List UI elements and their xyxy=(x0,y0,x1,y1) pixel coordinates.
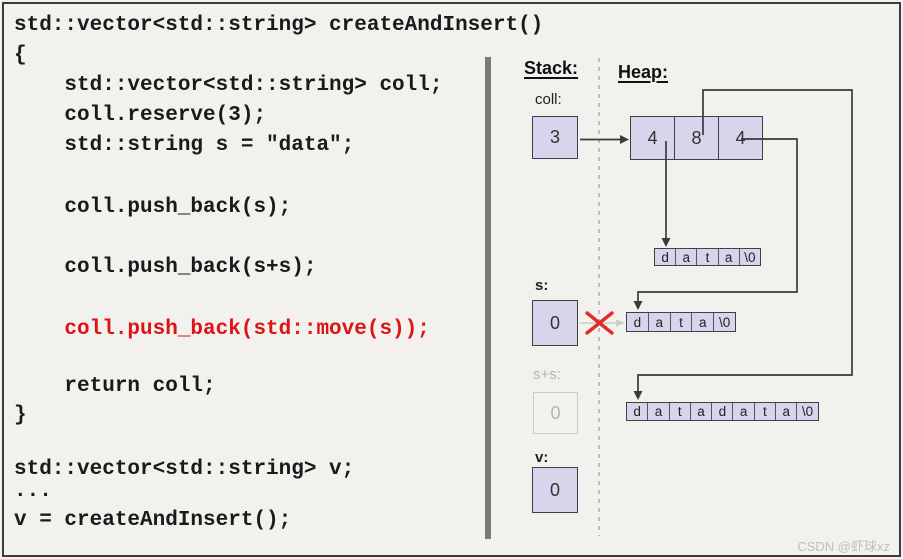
panel-divider-bar xyxy=(485,57,491,539)
ss-stack-box: 0 xyxy=(533,392,578,434)
heap-string-datadata: d a t a d a t a \0 xyxy=(626,402,819,421)
v-label: v: xyxy=(535,449,549,466)
elem1-to-string3-arrowhead xyxy=(633,391,643,400)
code-line-pushback-s: coll.push_back(s); xyxy=(14,196,292,219)
coll-to-vector-arrowhead xyxy=(620,135,629,144)
s-label: s: xyxy=(535,277,549,294)
ss-size-value: 0 xyxy=(550,402,561,423)
watermark-text: CSDN @虾球xz xyxy=(797,539,890,554)
char-cell: a xyxy=(775,403,796,420)
vector-elem1-size: 8 xyxy=(674,117,718,159)
code-line-assign-v: v = createAndInsert(); xyxy=(14,509,292,532)
char-cell: a xyxy=(647,403,668,420)
elem2-to-string2-line xyxy=(637,138,798,302)
code-line-decl-v: std::vector<std::string> v; xyxy=(14,458,355,481)
s-old-pointer-arrowhead xyxy=(616,319,625,327)
v-stack-box: 0 xyxy=(532,467,578,513)
coll-label: coll: xyxy=(535,91,562,108)
heap-string-data-2-moved: d a t a \0 xyxy=(626,312,736,332)
code-line-decl-coll: std::vector<std::string> coll; xyxy=(14,74,443,97)
heap-section-label: Heap: xyxy=(618,62,669,82)
stack-section-label: Stack: xyxy=(524,58,579,78)
char-cell: t xyxy=(669,313,692,331)
s-size-value: 0 xyxy=(549,312,560,333)
ss-label: s+s: xyxy=(533,366,561,383)
char-cell: \0 xyxy=(796,403,817,420)
code-line-ellipsis: ... xyxy=(14,480,52,503)
char-cell: a xyxy=(647,313,670,331)
char-cell: t xyxy=(696,249,717,265)
char-cell: a xyxy=(717,249,739,265)
char-cell: t xyxy=(753,403,775,420)
coll-stack-box: 3 xyxy=(532,116,578,159)
code-line-pushback-ss: coll.push_back(s+s); xyxy=(14,256,317,279)
heap-vector-block: 4 8 4 xyxy=(630,116,763,160)
char-cell: t xyxy=(668,403,690,420)
vector-elem0-size: 4 xyxy=(647,127,658,148)
code-line-signature: std::vector<std::string> createAndInsert… xyxy=(14,14,544,37)
char-cell: d xyxy=(633,404,641,419)
code-line-pushback-move: coll.push_back(std::move(s)); xyxy=(14,318,430,341)
char-cell: d xyxy=(633,314,642,330)
v-size-value: 0 xyxy=(549,479,560,500)
elem0-to-string1-arrowhead xyxy=(661,238,671,247)
heap-string-data-1: d a t a \0 xyxy=(654,248,761,266)
vector-elem2-size: 4 xyxy=(718,117,762,159)
char-cell: a xyxy=(675,249,696,265)
char-cell: \0 xyxy=(738,249,760,265)
char-cell: a xyxy=(689,403,711,420)
char-cell: d xyxy=(711,403,732,420)
code-line-string-s: std::string s = "data"; xyxy=(14,134,355,157)
s-stack-box: 0 xyxy=(532,300,578,346)
stack-heap-dashed-separator xyxy=(598,58,600,536)
code-line-reserve: coll.reserve(3); xyxy=(14,104,267,127)
elem2-to-string2-arrowhead xyxy=(633,301,643,310)
char-cell: a xyxy=(732,403,753,420)
code-line-close-brace: } xyxy=(14,404,27,427)
char-cell: \0 xyxy=(713,313,735,331)
char-cell: d xyxy=(661,249,669,265)
char-cell: a xyxy=(691,313,713,331)
code-line-return: return coll; xyxy=(14,375,216,398)
coll-size-value: 3 xyxy=(549,127,560,147)
code-line-open-brace: { xyxy=(14,44,27,67)
